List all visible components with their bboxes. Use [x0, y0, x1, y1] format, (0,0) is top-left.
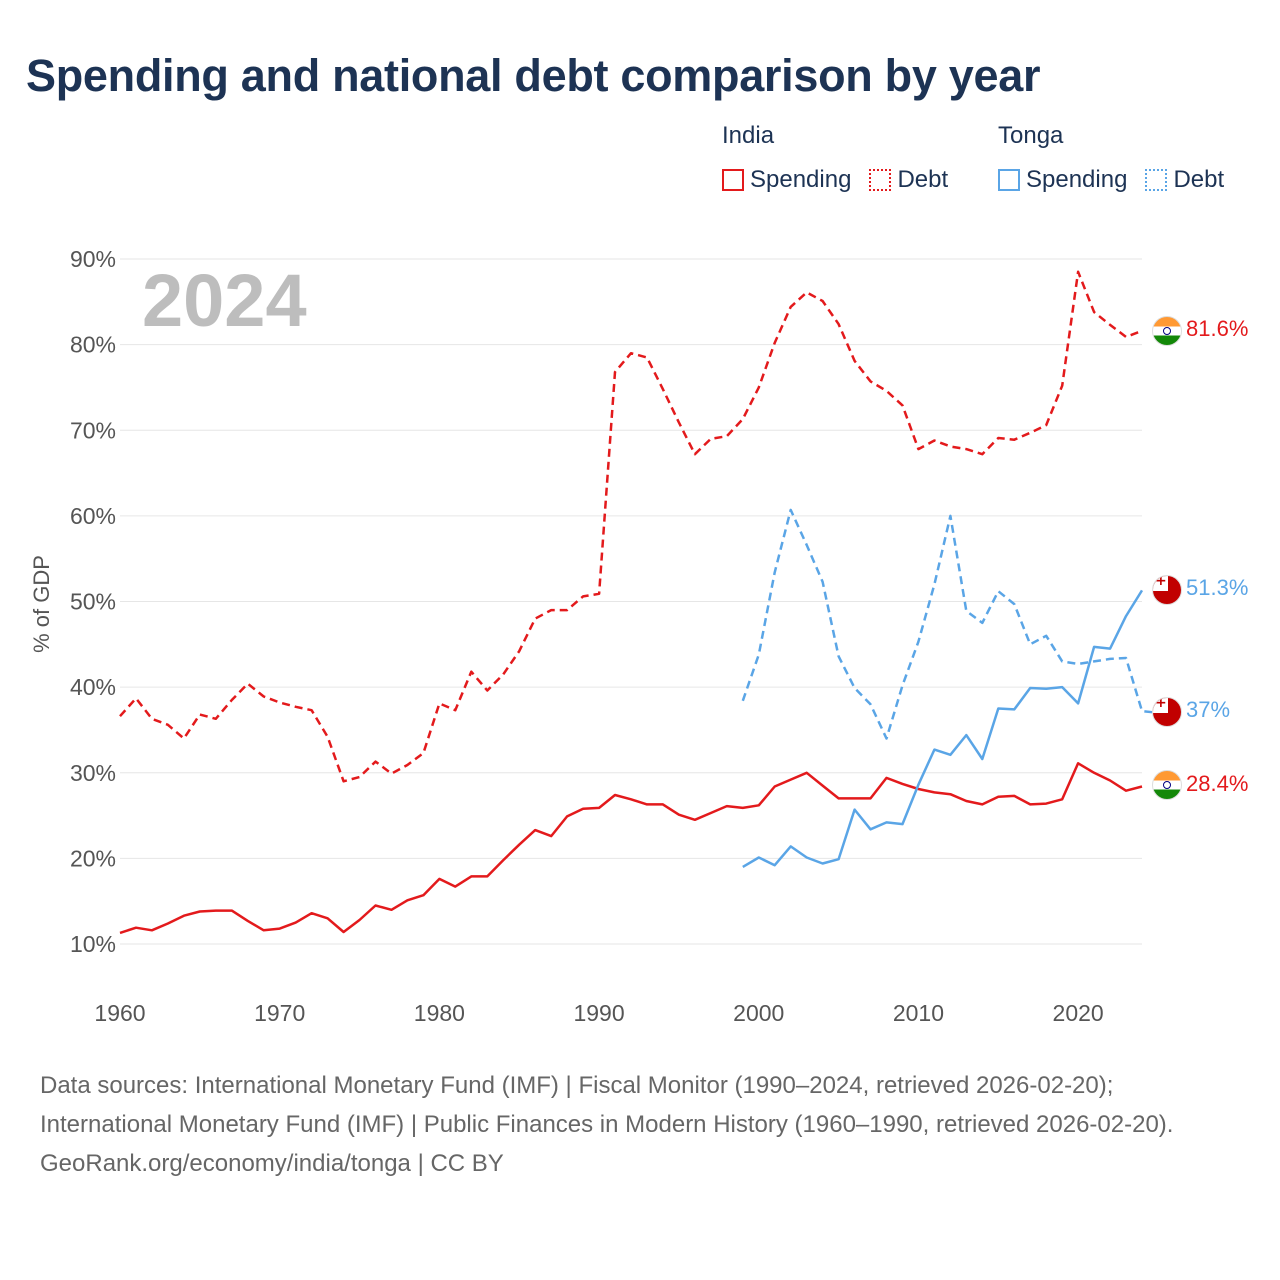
legend-label: Debt	[1173, 166, 1225, 193]
tonga-flag-icon	[1152, 575, 1182, 605]
end-label-india-debt: 81.6%	[1186, 316, 1249, 341]
legend-item-india-spending[interactable]: Spending	[722, 166, 851, 194]
y-tick-label: 60%	[70, 503, 116, 529]
x-tick-label: 2010	[893, 1000, 944, 1026]
x-tick-label: 2020	[1053, 1000, 1104, 1026]
legend-item-tonga-spending[interactable]: Spending	[998, 166, 1127, 194]
legend-label: Spending	[1026, 166, 1128, 193]
series-line-tonga-debt	[741, 508, 1159, 740]
x-tick-label: 1960	[94, 1000, 145, 1026]
y-axis-label: % of GDP	[29, 555, 54, 653]
y-tick-label: 10%	[70, 931, 116, 957]
year-watermark: 2024	[142, 259, 307, 342]
end-label-tonga-debt: 37%	[1186, 697, 1231, 722]
tonga-flag-icon	[1152, 697, 1182, 727]
series-line-india-debt	[119, 270, 1143, 783]
series-line-tonga-spending	[742, 589, 1144, 868]
y-tick-label: 50%	[70, 589, 116, 615]
series-line-india-spending	[119, 762, 1143, 935]
x-tick-label: 2000	[733, 1000, 784, 1026]
legend-group-label: Tonga	[998, 122, 1064, 149]
x-tick-label: 1990	[573, 1000, 624, 1026]
end-label-india-spending: 28.4%	[1186, 771, 1249, 796]
legend-swatch-dotted	[869, 169, 892, 191]
legend-swatch-dotted	[1145, 169, 1168, 191]
legend-group-tonga: Tonga Spending Debt	[998, 122, 1242, 194]
end-label-tonga-spending: 51.3%	[1186, 575, 1249, 600]
legend-group-india: India Spending Debt	[722, 122, 966, 194]
line-chart: 10% 20% 30% 40% 50% 60% 70% 80% 90% 1960 1970 1980 1…	[70, 246, 1159, 1026]
legend-label: Spending	[750, 166, 852, 193]
legend-group-label: India	[722, 122, 775, 149]
attribution-link[interactable]: GeoRank.org/economy/india/tonga | CC BY	[40, 1150, 504, 1177]
y-tick-label: 70%	[70, 417, 116, 443]
y-tick-label: 90%	[70, 246, 116, 272]
india-flag-icon	[1152, 770, 1182, 800]
legend-item-tonga-debt[interactable]: Debt	[1145, 166, 1224, 194]
legend-swatch-solid	[998, 169, 1020, 191]
legend-label: Debt	[897, 166, 949, 193]
y-tick-label: 20%	[70, 845, 116, 871]
legend-item-india-debt[interactable]: Debt	[869, 166, 948, 194]
legend-swatch-solid	[722, 169, 744, 191]
india-flag-icon	[1152, 316, 1182, 346]
data-sources: Data sources: International Monetary Fun…	[40, 1072, 1174, 1138]
footer: Data sources: International Monetary Fun…	[40, 1066, 1240, 1183]
y-tick-label: 30%	[70, 760, 116, 786]
y-tick-label: 80%	[70, 332, 116, 358]
y-tick-label: 40%	[70, 674, 116, 700]
x-tick-label: 1980	[414, 1000, 465, 1026]
x-tick-label: 1970	[254, 1000, 305, 1026]
chart-title: Spending and national debt comparison by…	[26, 50, 1041, 101]
